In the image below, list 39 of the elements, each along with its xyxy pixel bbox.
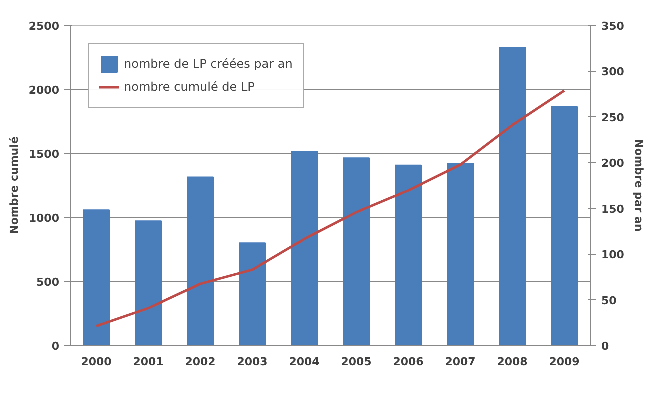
bar (395, 164, 422, 346)
bar (239, 242, 266, 346)
x-tick-label: 2002 (185, 356, 216, 368)
x-tick-label: 2004 (289, 356, 320, 368)
y2-tick-label: 50 (602, 294, 618, 308)
line-series (95, 90, 566, 328)
x-tick-label: 2000 (81, 356, 112, 368)
x-tick-label: 2009 (549, 356, 580, 368)
bar (83, 210, 110, 346)
y-tick-label: 1000 (28, 212, 60, 225)
x-tick-label: 2001 (133, 356, 164, 368)
x-tick-label: 2006 (393, 356, 424, 368)
bar (343, 158, 370, 346)
bar (499, 46, 526, 346)
bar (135, 220, 162, 346)
legend-label: nombre de LP créées par an (124, 57, 293, 71)
bar (187, 176, 214, 346)
x-tick-label: 2003 (237, 356, 268, 368)
y-axis-title: Nombre cumulé (8, 136, 21, 234)
x-tick-label: 2007 (445, 356, 476, 368)
y2-tick-label: 100 (602, 248, 625, 262)
x-tick-label: 2008 (497, 356, 528, 368)
y2-axis-title: Nombre par an (632, 139, 646, 232)
legend-label: nombre cumulé de LP (124, 80, 255, 94)
y-tick-label: 1500 (28, 148, 60, 161)
bar (291, 151, 318, 346)
y-tick-label: 500 (36, 276, 60, 289)
y2-tick-label: 250 (602, 111, 625, 124)
x-tick-label: 2005 (341, 356, 372, 368)
bar (551, 106, 578, 346)
y2-tick-label: 150 (602, 202, 625, 216)
y2-tick-label: 300 (602, 66, 625, 79)
y-tick-label: 2500 (28, 20, 60, 33)
bar (447, 163, 474, 346)
y-tick-label: 0 (52, 340, 60, 353)
y2-tick-label: 350 (602, 20, 625, 33)
y-tick-label: 2000 (28, 84, 60, 97)
y2-tick-label: 0 (602, 340, 610, 353)
y2-tick-label: 200 (602, 157, 625, 170)
